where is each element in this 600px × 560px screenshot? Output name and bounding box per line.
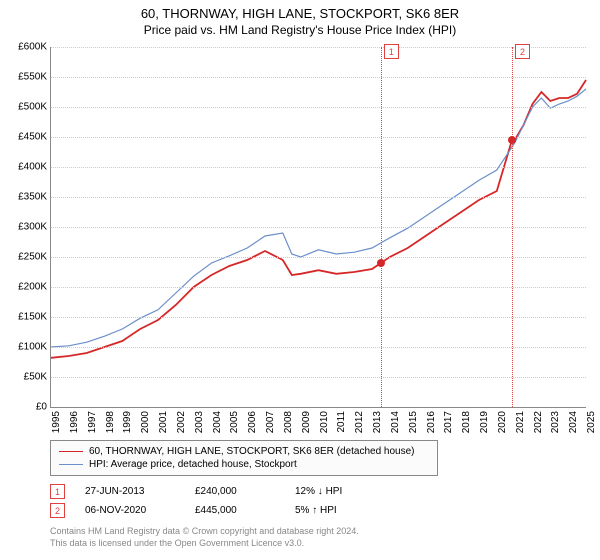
gridline [51, 317, 586, 318]
chart-area: £0£50K£100K£150K£200K£250K£300K£350K£400… [50, 47, 586, 408]
gridline [51, 77, 586, 78]
x-axis-label: 2018 [461, 411, 472, 433]
x-axis-label: 2022 [533, 411, 544, 433]
y-axis-label: £500K [18, 102, 51, 113]
legend-swatch-price-paid [59, 451, 83, 452]
marker-line [381, 47, 382, 407]
series-hpi [51, 89, 586, 347]
sale-hpi: 5% ↑ HPI [295, 505, 395, 516]
sales-table: 1 27-JUN-2013 £240,000 12% ↓ HPI 2 06-NO… [50, 482, 600, 520]
x-axis-label: 1995 [51, 411, 62, 433]
x-axis-label: 2020 [497, 411, 508, 433]
y-axis-label: £150K [18, 312, 51, 323]
x-axis-label: 2021 [515, 411, 526, 433]
x-axis-label: 2002 [176, 411, 187, 433]
y-axis-label: £350K [18, 192, 51, 203]
marker-box-1: 1 [384, 44, 399, 59]
footnote-line: Contains HM Land Registry data © Crown c… [50, 526, 600, 538]
sale-row: 2 06-NOV-2020 £445,000 5% ↑ HPI [50, 501, 600, 520]
footnote-line: This data is licensed under the Open Gov… [50, 538, 600, 550]
y-axis-label: £100K [18, 342, 51, 353]
marker-point-2 [508, 136, 516, 144]
x-axis-label: 2024 [568, 411, 579, 433]
y-axis-label: £400K [18, 162, 51, 173]
sale-date: 27-JUN-2013 [85, 486, 175, 497]
x-axis-label: 2007 [265, 411, 276, 433]
x-axis-label: 2001 [158, 411, 169, 433]
y-axis-label: £50K [24, 372, 51, 383]
x-axis-label: 2015 [408, 411, 419, 433]
x-axis-label: 2017 [443, 411, 454, 433]
sale-hpi: 12% ↓ HPI [295, 486, 395, 497]
x-axis-label: 1997 [87, 411, 98, 433]
legend: 60, THORNWAY, HIGH LANE, STOCKPORT, SK6 … [50, 440, 438, 476]
sale-date: 06-NOV-2020 [85, 505, 175, 516]
y-axis-label: £600K [18, 42, 51, 53]
x-axis-label: 2013 [372, 411, 383, 433]
chart-subtitle: Price paid vs. HM Land Registry's House … [0, 21, 600, 37]
y-axis-label: £200K [18, 282, 51, 293]
legend-row: HPI: Average price, detached house, Stoc… [59, 458, 429, 471]
sale-marker-2: 2 [50, 503, 65, 518]
gridline [51, 167, 586, 168]
legend-label: HPI: Average price, detached house, Stoc… [89, 459, 297, 470]
sale-marker-1: 1 [50, 484, 65, 499]
x-axis-label: 1999 [122, 411, 133, 433]
gridline [51, 227, 586, 228]
x-axis-label: 1996 [69, 411, 80, 433]
x-axis-label: 2016 [426, 411, 437, 433]
y-axis-label: £450K [18, 132, 51, 143]
gridline [51, 197, 586, 198]
y-axis-label: £250K [18, 252, 51, 263]
footnote: Contains HM Land Registry data © Crown c… [50, 526, 600, 549]
gridline [51, 377, 586, 378]
sale-price: £240,000 [195, 486, 275, 497]
x-axis-label: 2023 [550, 411, 561, 433]
x-axis-label: 2004 [212, 411, 223, 433]
x-axis-label: 2025 [586, 411, 597, 433]
x-axis-label: 2010 [319, 411, 330, 433]
chart-title: 60, THORNWAY, HIGH LANE, STOCKPORT, SK6 … [0, 0, 600, 21]
sale-price: £445,000 [195, 505, 275, 516]
x-axis-label: 2011 [336, 411, 347, 433]
y-axis-label: £550K [18, 72, 51, 83]
x-axis-label: 2008 [283, 411, 294, 433]
x-axis-label: 2014 [390, 411, 401, 433]
y-axis-label: £0 [36, 402, 51, 413]
gridline [51, 107, 586, 108]
x-axis-label: 2005 [229, 411, 240, 433]
gridline [51, 47, 586, 48]
x-axis-label: 2003 [194, 411, 205, 433]
gridline [51, 347, 586, 348]
legend-label: 60, THORNWAY, HIGH LANE, STOCKPORT, SK6 … [89, 446, 415, 457]
legend-row: 60, THORNWAY, HIGH LANE, STOCKPORT, SK6 … [59, 445, 429, 458]
marker-line [512, 47, 513, 407]
y-axis-label: £300K [18, 222, 51, 233]
gridline [51, 257, 586, 258]
x-axis-label: 2000 [140, 411, 151, 433]
marker-point-1 [377, 259, 385, 267]
x-axis-label: 2006 [247, 411, 258, 433]
x-axis-label: 2009 [301, 411, 312, 433]
x-axis-label: 2019 [479, 411, 490, 433]
x-axis-label: 1998 [105, 411, 116, 433]
gridline [51, 137, 586, 138]
sale-row: 1 27-JUN-2013 £240,000 12% ↓ HPI [50, 482, 600, 501]
legend-swatch-hpi [59, 464, 83, 465]
marker-box-2: 2 [515, 44, 530, 59]
gridline [51, 287, 586, 288]
x-axis-label: 2012 [354, 411, 365, 433]
